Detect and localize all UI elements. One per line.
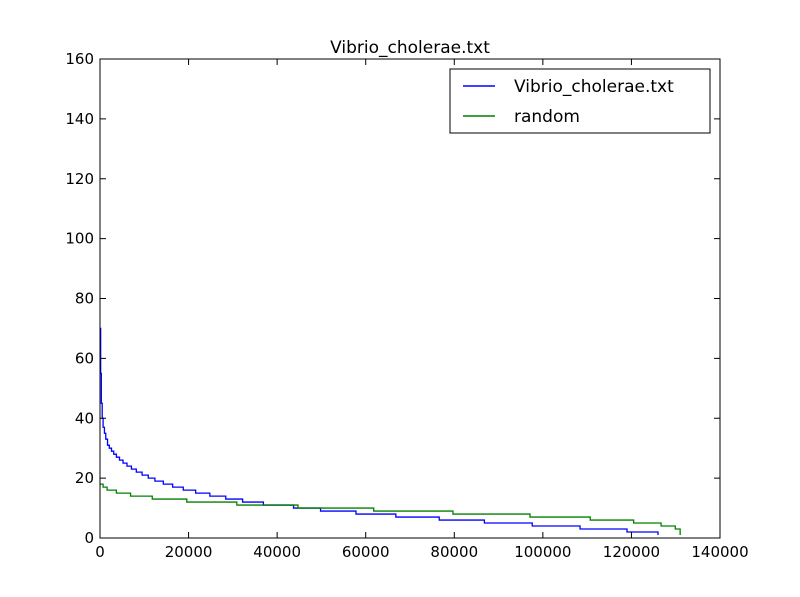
chart-title: Vibrio_cholerae.txt bbox=[330, 38, 490, 58]
y-tick-label: 0 bbox=[84, 529, 94, 547]
y-tick-label: 140 bbox=[65, 110, 94, 128]
y-tick-label: 20 bbox=[75, 469, 94, 487]
y-tick-label: 60 bbox=[75, 349, 94, 367]
x-tick-label: 40000 bbox=[253, 543, 301, 561]
y-tick-label: 80 bbox=[75, 290, 94, 308]
x-tick-label: 140000 bbox=[691, 543, 748, 561]
legend: Vibrio_cholerae.txt random bbox=[449, 68, 711, 134]
y-tick-label: 40 bbox=[75, 409, 94, 427]
x-tick-label: 80000 bbox=[430, 543, 478, 561]
legend-box bbox=[449, 68, 711, 134]
y-tick-label: 120 bbox=[65, 170, 94, 188]
series-line-vibrio bbox=[100, 327, 659, 536]
x-tick-label: 120000 bbox=[603, 543, 660, 561]
series-line-random bbox=[100, 483, 681, 536]
y-tick-label: 160 bbox=[65, 50, 94, 68]
y-tick-label: 100 bbox=[65, 230, 94, 248]
x-tick-label: 100000 bbox=[514, 543, 571, 561]
x-tick-label: 0 bbox=[95, 543, 105, 561]
legend-label-vibrio: Vibrio_cholerae.txt bbox=[514, 77, 674, 97]
x-tick-label: 60000 bbox=[342, 543, 390, 561]
x-tick-label: 20000 bbox=[165, 543, 213, 561]
legend-label-random: random bbox=[514, 107, 580, 127]
